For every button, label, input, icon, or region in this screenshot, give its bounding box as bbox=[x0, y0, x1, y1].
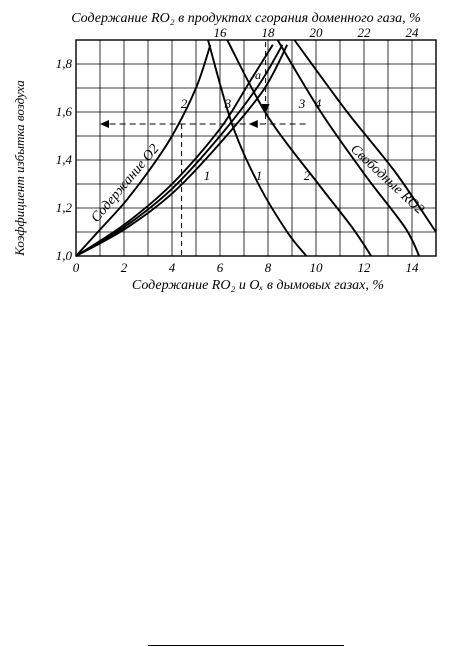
top-tick-label: 16 bbox=[214, 25, 228, 40]
x-tick-label: 4 bbox=[169, 260, 176, 275]
series-line-o2-3 bbox=[75, 44, 274, 257]
arrow-left-icon bbox=[248, 120, 258, 128]
x-tick-label: 14 bbox=[406, 260, 420, 275]
series-layer bbox=[75, 39, 437, 257]
x-tick-label: 8 bbox=[265, 260, 272, 275]
plot-frame bbox=[75, 39, 437, 257]
y-tick-label: 1,2 bbox=[56, 200, 73, 215]
y-tick-label: 1,4 bbox=[56, 152, 73, 167]
x-tick-label: 6 bbox=[217, 260, 224, 275]
top-tick-labels: 16 18 20 22 24 bbox=[214, 25, 420, 40]
top-tick-label: 24 bbox=[406, 25, 420, 40]
grid bbox=[76, 40, 436, 256]
curve-label: 2 bbox=[181, 96, 188, 111]
curve-label: 2 bbox=[304, 168, 311, 183]
y-tick-label: 1,6 bbox=[56, 104, 73, 119]
top-tick-label: 22 bbox=[358, 25, 372, 40]
x-axis-label: Содержание RO₂ и Oₓ в дымовых газах, % bbox=[132, 278, 384, 293]
y-axis-label: Коэффициент избытка воздуха bbox=[12, 80, 27, 257]
curve-labels: 2 3 1 4 1 2 3 a bbox=[181, 68, 322, 183]
y-tick-label: 1,0 bbox=[56, 248, 73, 263]
y-tick-label: 1,8 bbox=[56, 56, 73, 71]
x-tick-label: 0 bbox=[73, 260, 80, 275]
y-tick-labels: 1,0 1,2 1,4 1,6 1,8 bbox=[56, 56, 73, 263]
curve-label: 1 bbox=[256, 168, 263, 183]
arrow-down-icon bbox=[261, 104, 270, 113]
page-divider bbox=[148, 645, 344, 646]
ro2-annotation: Свободные RO2 bbox=[347, 142, 426, 217]
top-tick-label: 18 bbox=[262, 25, 276, 40]
example-guides bbox=[100, 42, 307, 256]
series-line-o2-2 bbox=[75, 44, 212, 257]
curve-label: a bbox=[255, 68, 261, 82]
curve-label: 4 bbox=[315, 96, 322, 111]
curve-label: 1 bbox=[204, 168, 211, 183]
series-line-o2-4 bbox=[75, 44, 289, 257]
curve-label: 3 bbox=[224, 96, 232, 111]
top-tick-label: 20 bbox=[310, 25, 324, 40]
series-line-o2-1 bbox=[75, 44, 284, 257]
series-line-ro2-4 bbox=[293, 39, 437, 233]
series-line-ro2-1 bbox=[207, 39, 308, 257]
chart-title: Содержание RO₂ в продуктах сгорания доме… bbox=[71, 11, 421, 26]
x-tick-label: 10 bbox=[310, 260, 324, 275]
x-tick-label: 2 bbox=[121, 260, 128, 275]
series-line-ro2-3 bbox=[276, 39, 421, 257]
x-tick-label: 12 bbox=[358, 260, 372, 275]
x-tick-labels: 0 2 4 6 8 10 12 14 bbox=[73, 260, 419, 275]
curve-label: 3 bbox=[298, 96, 306, 111]
arrow-left-icon bbox=[100, 120, 109, 128]
series-line-ro2-2 bbox=[226, 39, 372, 257]
